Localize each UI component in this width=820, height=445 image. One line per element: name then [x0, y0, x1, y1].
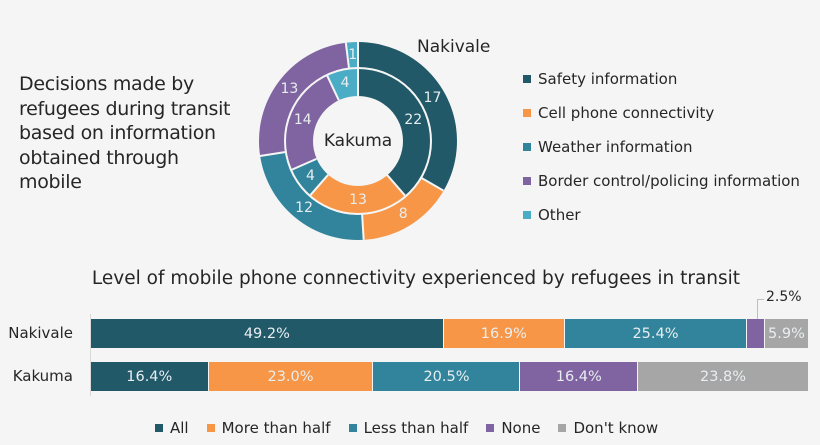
bar-row-nakivale: 49.2% 16.9% 25.4% 5.9% — [91, 319, 808, 348]
bar-segment-more-than-half: 16.9% — [443, 319, 565, 348]
donut-chart-title: Decisions made by refugees during transi… — [19, 72, 249, 195]
bar-segment-none — [747, 319, 765, 348]
legend-item-weather: Weather information — [523, 130, 800, 164]
outer-ring-name: Nakivale — [417, 37, 491, 57]
legend-swatch-icon — [523, 211, 531, 219]
legend-swatch-icon — [348, 424, 357, 432]
callout-label-none-nakivale: 2.5% — [766, 289, 802, 305]
title-line: Decisions made by — [19, 73, 194, 95]
outer-value-label: 12 — [295, 200, 313, 216]
title-line: refugees during transit — [19, 97, 231, 120]
legend-label: More than half — [221, 419, 331, 437]
title-line: mobile — [19, 171, 82, 193]
legend-swatch-icon — [486, 424, 495, 432]
bar-segment-dont-know: 5.9% — [764, 319, 808, 348]
bar-segment-less-than-half: 20.5% — [373, 362, 521, 391]
legend-item-other: Other — [523, 198, 800, 232]
outer-value-label: 17 — [423, 90, 442, 106]
segment-separator — [357, 69, 359, 96]
legend-item-all: All — [155, 419, 189, 437]
legend-label: Border control/policing information — [538, 172, 800, 190]
legend-item-border: Border control/policing information — [523, 164, 800, 198]
category-label-nakivale: Nakivale — [8, 324, 73, 342]
legend-swatch-icon — [558, 424, 567, 432]
inner-value-label: 4 — [305, 167, 315, 184]
bar-segment-dont-know: 23.8% — [638, 362, 808, 391]
legend-item-less-than-half: Less than half — [348, 419, 469, 437]
legend-label: All — [170, 419, 189, 437]
bar-legend: All More than half Less than half None D… — [155, 419, 676, 437]
legend-label: None — [501, 419, 541, 437]
legend-swatch-icon — [523, 75, 531, 83]
donut-hole — [313, 96, 403, 186]
legend-label: Less than half — [363, 419, 469, 437]
bar-segment-all: 49.2% — [91, 319, 444, 348]
bar-segment-none: 16.4% — [520, 362, 639, 391]
legend-swatch-icon — [523, 109, 531, 117]
donut-legend: Safety information Cell phone connectivi… — [523, 62, 800, 232]
legend-swatch-icon — [206, 424, 215, 432]
legend-item-more-than-half: More than half — [206, 419, 331, 437]
bar-segment-more-than-half: 23.0% — [208, 362, 374, 391]
legend-label: Other — [538, 206, 581, 224]
callout-leader-line — [757, 299, 764, 319]
legend-label: Weather information — [538, 138, 693, 156]
bar-chart-title: Level of mobile phone connectivity exper… — [91, 268, 741, 289]
inner-value-label: 22 — [404, 112, 423, 129]
legend-label: Cell phone connectivity — [538, 104, 715, 122]
doughnut-chart: 17 8 12 13 1 22 13 4 14 4 Kakuma — [259, 42, 457, 240]
category-axis-line — [90, 314, 91, 396]
outer-value-label: 13 — [280, 81, 299, 98]
inner-value-label: 14 — [293, 112, 312, 129]
inner-value-label: 4 — [340, 75, 350, 92]
bar-segment-all: 16.4% — [91, 362, 209, 391]
segment-separator — [357, 42, 359, 68]
legend-label: Don't know — [573, 419, 659, 437]
legend-item-none: None — [486, 419, 540, 437]
inner-value-label: 13 — [349, 192, 367, 208]
bar-row-kakuma: 16.4% 23.0% 20.5% 16.4% 23.8% — [91, 362, 808, 391]
bar-segment-less-than-half: 25.4% — [564, 319, 748, 348]
legend-item-cell-phone: Cell phone connectivity — [523, 96, 800, 130]
title-line: obtained through — [19, 146, 179, 169]
title-line: based on information — [19, 122, 216, 144]
legend-swatch-icon — [155, 424, 163, 432]
inner-ring-name: Kakuma — [323, 131, 393, 151]
legend-label: Safety information — [538, 70, 678, 88]
category-label-kakuma: Kakuma — [12, 367, 73, 385]
legend-swatch-icon — [523, 177, 531, 185]
outer-value-label: 8 — [398, 206, 408, 223]
legend-swatch-icon — [523, 143, 531, 151]
legend-item-dont-know: Don't know — [558, 419, 658, 437]
outer-value-label: 1 — [348, 47, 358, 64]
legend-item-safety: Safety information — [523, 62, 800, 96]
